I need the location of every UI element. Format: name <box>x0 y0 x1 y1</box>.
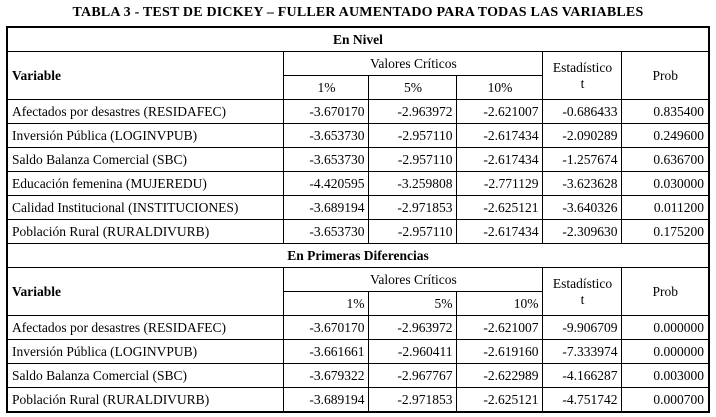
section-row-en-primeras-diferencias: En Primeras Diferencias <box>6 243 710 268</box>
section-row-en-nivel: En Nivel <box>6 26 710 52</box>
variable-cell: Afectados por desastres (RESIDAFEC) <box>6 99 285 124</box>
t-stat-cell: -4.751742 <box>542 387 623 413</box>
header-estadistico-line2: t <box>580 291 585 307</box>
table-row: Calidad Institucional (INSTITUCIONES) -3… <box>6 195 710 220</box>
prob-cell: 0.030000 <box>621 171 710 196</box>
table-row: Población Rural (RURALDIVURB) -3.689194 … <box>6 387 710 413</box>
t-stat-cell: -3.623628 <box>542 171 623 196</box>
critical-1pct-cell: -4.420595 <box>283 171 370 196</box>
critical-1pct-cell: -3.653730 <box>283 123 370 148</box>
critical-5pct-cell: -2.967767 <box>368 363 458 388</box>
header-prob: Prob <box>621 267 710 316</box>
header-estadistico-line2: t <box>580 75 585 91</box>
variable-cell: Afectados por desastres (RESIDAFEC) <box>6 315 285 340</box>
prob-cell: 0.175200 <box>621 219 710 244</box>
header-estadistico-line1: Estadístico <box>552 275 613 291</box>
header-1pct: 1% <box>283 291 370 316</box>
critical-10pct-cell: -2.771129 <box>456 171 544 196</box>
t-stat-cell: -4.166287 <box>542 363 623 388</box>
header-subrow-1: 1% 5% 10% <box>7 75 709 100</box>
section-title-en-primeras-diferencias: En Primeras Diferencias <box>6 243 710 268</box>
header-10pct: 10% <box>456 291 544 316</box>
adf-test-table: En Nivel Variable Valores Críticos Estad… <box>5 26 711 413</box>
variable-cell: Población Rural (RURALDIVURB) <box>6 219 285 244</box>
t-stat-cell: -1.257674 <box>542 147 623 172</box>
critical-10pct-cell: -2.617434 <box>456 123 544 148</box>
section-title-en-nivel: En Nivel <box>6 26 710 52</box>
header-10pct: 10% <box>456 75 544 100</box>
critical-5pct-cell: -2.963972 <box>368 315 458 340</box>
variable-cell: Educación femenina (MUJEREDU) <box>6 171 285 196</box>
t-stat-cell: -0.686433 <box>542 99 623 124</box>
critical-5pct-cell: -2.960411 <box>368 339 458 364</box>
table-row: Afectados por desastres (RESIDAFEC) -3.6… <box>6 315 710 340</box>
header-variable: Variable <box>6 267 285 316</box>
header-variable: Variable <box>6 51 285 100</box>
critical-1pct-cell: -3.679322 <box>283 363 370 388</box>
table-row: Afectados por desastres (RESIDAFEC) -3.6… <box>6 99 710 124</box>
table-row: Saldo Balanza Comercial (SBC) -3.653730 … <box>6 147 710 172</box>
header-5pct: 5% <box>368 291 458 316</box>
prob-cell: 0.011200 <box>621 195 710 220</box>
critical-5pct-cell: -2.971853 <box>368 387 458 413</box>
header-valores-criticos: Valores Críticos <box>283 267 544 292</box>
critical-1pct-cell: -3.670170 <box>283 99 370 124</box>
critical-10pct-cell: -2.622989 <box>456 363 544 388</box>
critical-5pct-cell: -3.259808 <box>368 171 458 196</box>
table-row: Educación femenina (MUJEREDU) -4.420595 … <box>6 171 710 196</box>
critical-1pct-cell: -3.689194 <box>283 195 370 220</box>
table-title: TABLA 3 - TEST DE DICKEY – FULLER AUMENT… <box>72 5 644 20</box>
table-row: Inversión Pública (LOGINVPUB) -3.661661 … <box>6 339 710 364</box>
variable-cell: Calidad Institucional (INSTITUCIONES) <box>6 195 285 220</box>
header-prob: Prob <box>621 51 710 100</box>
header-estadistico-t: Estadístico t <box>542 51 623 100</box>
critical-10pct-cell: -2.621007 <box>456 99 544 124</box>
prob-cell: 0.835400 <box>621 99 710 124</box>
critical-5pct-cell: -2.971853 <box>368 195 458 220</box>
critical-10pct-cell: -2.625121 <box>456 387 544 413</box>
table-row: Saldo Balanza Comercial (SBC) -3.679322 … <box>6 363 710 388</box>
header-row-2: Variable Valores Críticos Estadístico t P… <box>6 267 710 316</box>
variable-cell: Población Rural (RURALDIVURB) <box>6 387 285 413</box>
header-estadistico-t: Estadístico t <box>542 267 623 316</box>
critical-1pct-cell: -3.661661 <box>283 339 370 364</box>
critical-10pct-cell: -2.617434 <box>456 147 544 172</box>
critical-1pct-cell: -3.670170 <box>283 315 370 340</box>
critical-5pct-cell: -2.957110 <box>368 147 458 172</box>
prob-cell: 0.249600 <box>621 123 710 148</box>
t-stat-cell: -7.333974 <box>542 339 623 364</box>
critical-5pct-cell: -2.957110 <box>368 219 458 244</box>
prob-cell: 0.000000 <box>621 339 710 364</box>
critical-5pct-cell: -2.963972 <box>368 99 458 124</box>
critical-1pct-cell: -3.653730 <box>283 147 370 172</box>
header-estadistico-line1: Estadístico <box>552 59 613 75</box>
prob-cell: 0.000000 <box>621 315 710 340</box>
variable-cell: Saldo Balanza Comercial (SBC) <box>6 147 285 172</box>
prob-cell: 0.636700 <box>621 147 710 172</box>
header-1pct: 1% <box>283 75 370 100</box>
t-stat-cell: -3.640326 <box>542 195 623 220</box>
prob-cell: 0.000700 <box>621 387 710 413</box>
header-5pct: 5% <box>368 75 458 100</box>
critical-10pct-cell: -2.621007 <box>456 315 544 340</box>
variable-cell: Inversión Pública (LOGINVPUB) <box>6 339 285 364</box>
t-stat-cell: -9.906709 <box>542 315 623 340</box>
critical-10pct-cell: -2.617434 <box>456 219 544 244</box>
header-row-1: Variable Valores Críticos Estadístico t P… <box>6 51 710 100</box>
prob-cell: 0.003000 <box>621 363 710 388</box>
critical-5pct-cell: -2.957110 <box>368 123 458 148</box>
variable-cell: Inversión Pública (LOGINVPUB) <box>6 123 285 148</box>
t-stat-cell: -2.309630 <box>542 219 623 244</box>
critical-1pct-cell: -3.653730 <box>283 219 370 244</box>
critical-1pct-cell: -3.689194 <box>283 387 370 413</box>
t-stat-cell: -2.090289 <box>542 123 623 148</box>
table-row: Población Rural (RURALDIVURB) -3.653730 … <box>6 219 710 244</box>
header-valores-criticos: Valores Críticos <box>283 51 544 76</box>
critical-10pct-cell: -2.619160 <box>456 339 544 364</box>
table-row: Inversión Pública (LOGINVPUB) -3.653730 … <box>6 123 710 148</box>
critical-10pct-cell: -2.625121 <box>456 195 544 220</box>
variable-cell: Saldo Balanza Comercial (SBC) <box>6 363 285 388</box>
header-subrow-2: 1% 5% 10% <box>7 291 709 316</box>
